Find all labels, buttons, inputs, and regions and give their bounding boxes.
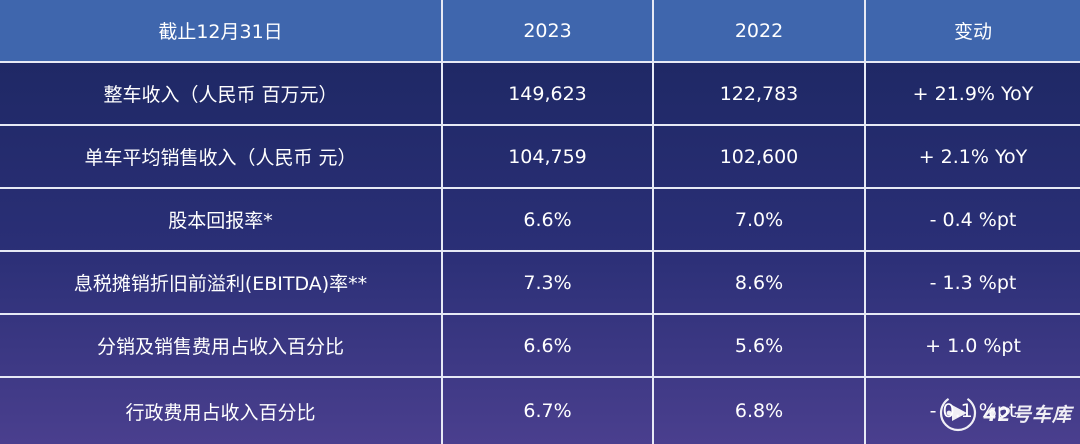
row-label: 分销及销售费用占收入百分比 xyxy=(0,313,443,378)
value-2022: 102,600 xyxy=(652,124,866,189)
value-change: + 2.1% YoY xyxy=(864,124,1080,189)
value-2023: 6.7% xyxy=(441,376,654,444)
value-2022: 5.6% xyxy=(652,313,866,378)
row-label: 整车收入（人民币 百万元） xyxy=(0,61,443,126)
play-logo-icon xyxy=(939,394,976,432)
value-change: + 21.9% YoY xyxy=(864,61,1080,126)
value-2023: 149,623 xyxy=(441,61,654,126)
row-label: 息税摊销折旧前溢利(EBITDA)率** xyxy=(0,250,443,315)
value-change: - 1.3 %pt xyxy=(864,250,1080,315)
header-change: 变动 xyxy=(864,0,1080,63)
value-2022: 8.6% xyxy=(652,250,866,315)
value-2023: 6.6% xyxy=(441,313,654,378)
value-2023: 6.6% xyxy=(441,187,654,252)
value-2022: 122,783 xyxy=(652,61,866,126)
row-label: 单车平均销售收入（人民币 元） xyxy=(0,124,443,189)
watermark: 42号车库 xyxy=(938,393,1072,433)
row-label: 股本回报率* xyxy=(0,187,443,252)
value-2023: 104,759 xyxy=(441,124,654,189)
value-2023: 7.3% xyxy=(441,250,654,315)
value-2022: 6.8% xyxy=(652,376,866,444)
table-row: 行政费用占收入百分比 6.7% 6.8% - 0.1 %pt xyxy=(0,376,1080,444)
value-2022: 7.0% xyxy=(652,187,866,252)
table-row: 息税摊销折旧前溢利(EBITDA)率** 7.3% 8.6% - 1.3 %pt xyxy=(0,250,1080,315)
table-row: 股本回报率* 6.6% 7.0% - 0.4 %pt xyxy=(0,187,1080,252)
header-2023: 2023 xyxy=(441,0,654,63)
header-period: 截止12月31日 xyxy=(0,0,443,63)
value-change: + 1.0 %pt xyxy=(864,313,1080,378)
watermark-text: 42号车库 xyxy=(983,403,1072,426)
table-row: 分销及销售费用占收入百分比 6.6% 5.6% + 1.0 %pt xyxy=(0,313,1080,378)
table-header-row: 截止12月31日 2023 2022 变动 xyxy=(0,0,1080,63)
row-label: 行政费用占收入百分比 xyxy=(0,376,443,444)
value-change: - 0.4 %pt xyxy=(864,187,1080,252)
table-row: 单车平均销售收入（人民币 元） 104,759 102,600 + 2.1% Y… xyxy=(0,124,1080,189)
header-2022: 2022 xyxy=(652,0,866,63)
value-change: - 0.1 %pt xyxy=(864,376,1080,444)
table-row: 整车收入（人民币 百万元） 149,623 122,783 + 21.9% Yo… xyxy=(0,61,1080,126)
